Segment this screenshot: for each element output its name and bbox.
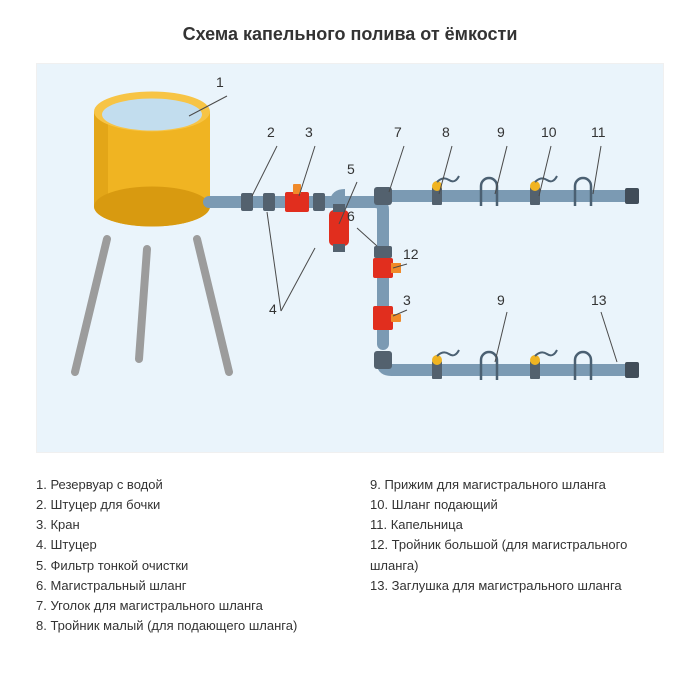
legend-item: 1. Резервуар с водой [36, 475, 330, 495]
callout-number: 5 [347, 161, 355, 177]
diagram-svg [37, 64, 665, 454]
callout-number: 9 [497, 124, 505, 140]
legend-item: 2. Штуцер для бочки [36, 495, 330, 515]
legend-item: 13. Заглушка для магистрального шланга [370, 576, 664, 596]
legend-col-left: 1. Резервуар с водой2. Штуцер для бочки3… [36, 475, 330, 636]
callout-number: 6 [347, 208, 355, 224]
diagram-canvas: 1237891011561234913 [36, 63, 664, 453]
legend: 1. Резервуар с водой2. Штуцер для бочки3… [36, 475, 664, 636]
callout-number: 12 [403, 246, 419, 262]
callout-number: 3 [403, 292, 411, 308]
legend-item: 7. Уголок для магистрального шланга [36, 596, 330, 616]
legend-col-right: 9. Прижим для магистрального шланга10. Ш… [370, 475, 664, 636]
callout-number: 4 [269, 301, 277, 317]
callout-number: 13 [591, 292, 607, 308]
legend-item: 6. Магистральный шланг [36, 576, 330, 596]
legend-item: 10. Шланг подающий [370, 495, 664, 515]
callout-number: 8 [442, 124, 450, 140]
page-title: Схема капельного полива от ёмкости [36, 24, 664, 45]
callout-number: 3 [305, 124, 313, 140]
callout-number: 9 [497, 292, 505, 308]
legend-item: 5. Фильтр тонкой очистки [36, 556, 330, 576]
legend-item: 4. Штуцер [36, 535, 330, 555]
callout-number: 11 [591, 124, 606, 140]
callout-number: 1 [216, 74, 224, 90]
callout-number: 10 [541, 124, 557, 140]
callout-number: 7 [394, 124, 402, 140]
legend-item: 3. Кран [36, 515, 330, 535]
legend-item: 11. Капельница [370, 515, 664, 535]
legend-item: 9. Прижим для магистрального шланга [370, 475, 664, 495]
legend-item: 12. Тройник большой (для магистрального … [370, 535, 664, 575]
callout-number: 2 [267, 124, 275, 140]
legend-item: 8. Тройник малый (для подающего шланга) [36, 616, 330, 636]
